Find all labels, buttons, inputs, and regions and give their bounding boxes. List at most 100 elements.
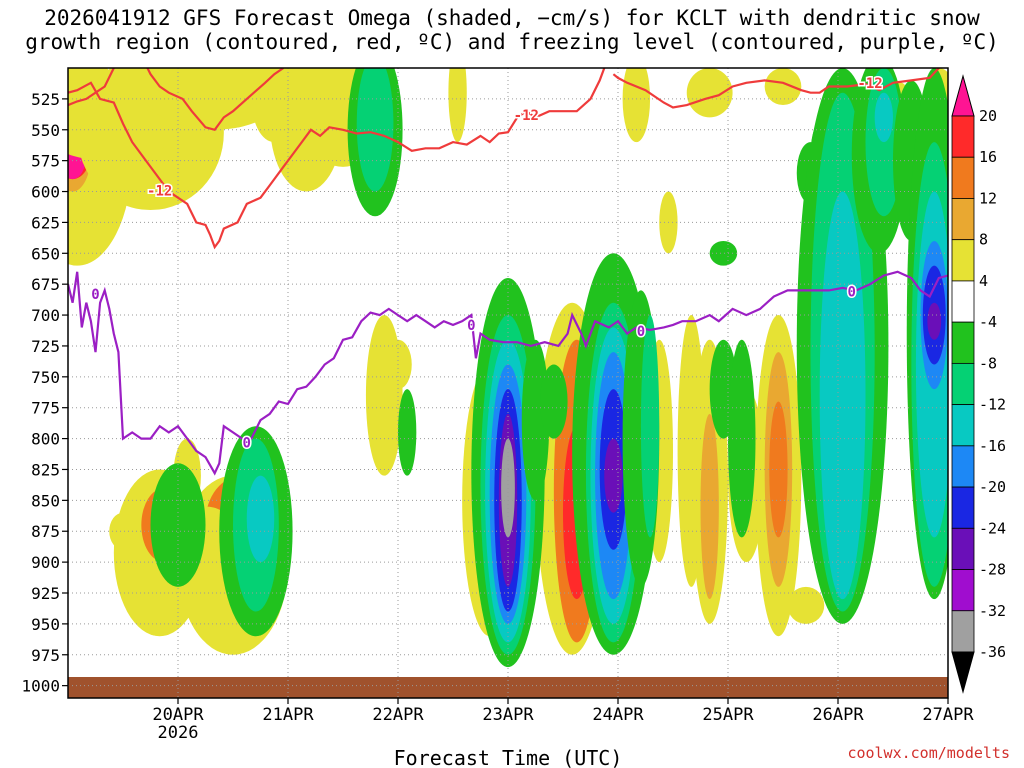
colorbar-bin (951, 569, 975, 612)
contour-label: 0 (243, 435, 251, 451)
omega-shade-cell (398, 389, 417, 476)
y-tick-label: 1000 (21, 677, 60, 696)
chart-title-line-2: growth region (contoured, red, ºC) and f… (25, 30, 999, 54)
colorbar-bin (951, 280, 975, 323)
omega-shade-cell (874, 92, 893, 143)
colorbar-bin (951, 239, 975, 282)
contour-label: 0 (91, 287, 99, 303)
omega-shade-cell (819, 191, 866, 600)
colorbar-bin (951, 404, 975, 447)
omega-shade-cell (246, 475, 275, 563)
y-tick-label: 525 (31, 90, 60, 109)
contour-label: 0 (467, 318, 475, 334)
omega-shade-cell (640, 315, 660, 538)
omega-shade-cell (521, 339, 550, 501)
colorbar-bin (951, 486, 975, 529)
x-tick-label: 20APR (152, 705, 204, 725)
x-tick-label: 23APR (482, 705, 534, 725)
colorbar-bin (951, 198, 975, 241)
colorbar-bottom-arrow (951, 651, 975, 694)
colorbar-label: 4 (979, 272, 988, 290)
omega-shade-cell (356, 68, 394, 192)
y-tick-label: 775 (31, 399, 60, 418)
y-tick-label: 925 (31, 584, 60, 603)
contour-label: 0 (848, 285, 856, 301)
omega-shade-cell (927, 302, 942, 340)
y-tick-label: 625 (31, 213, 60, 232)
contour-line (612, 68, 941, 109)
colorbar-label: 12 (979, 189, 997, 207)
y-tick-label: 675 (31, 275, 60, 294)
y-tick-label: 725 (31, 337, 60, 356)
colorbar-bin (951, 527, 975, 570)
colorbar-label: -8 (979, 354, 997, 372)
chart-title-line-1: 2026041912 GFS Forecast Omega (shaded, −… (44, 6, 980, 30)
omega-shading (68, 68, 948, 668)
contour-label: -12 (857, 76, 882, 92)
omega-shade-cell (709, 240, 738, 266)
contour-label: -12 (147, 183, 172, 199)
y-tick-label: 600 (31, 183, 60, 202)
y-tick-label: 900 (31, 553, 60, 572)
y-tick-label: 700 (31, 306, 60, 325)
y-axis-ticks: 525 550 575 600 625 650 675 700 725 750 775 800 825 8… (21, 90, 68, 696)
grid-lines (68, 68, 949, 698)
colorbar-bin (951, 362, 975, 406)
omega-shade-cell (622, 68, 651, 143)
omega-shade-cell (865, 68, 903, 217)
omega-shade-cell (769, 401, 788, 538)
colorbar-label: 8 (979, 231, 988, 249)
y-tick-label: 550 (31, 121, 60, 140)
colorbar-label: -28 (979, 561, 1006, 579)
omega-shade-cell (68, 105, 174, 161)
colorbar-label: 20 (979, 107, 997, 125)
colorbar-bin (951, 156, 975, 199)
colorbar-label: -24 (979, 519, 1006, 537)
omega-shade-cell (686, 68, 733, 118)
colorbar-label: 16 (979, 148, 997, 166)
y-tick-label: 575 (31, 152, 60, 171)
omega-shade-cell (787, 586, 825, 624)
x-tick-label: 21APR (262, 705, 314, 725)
y-tick-label: 800 (31, 430, 60, 449)
y-tick-label: 825 (31, 460, 60, 479)
omega-shade-cell (109, 512, 137, 550)
x-tick-label: 22APR (372, 705, 424, 725)
colorbar-label: -12 (979, 396, 1006, 414)
contour-label: -12 (514, 108, 539, 124)
contour-line (146, 68, 285, 132)
x-tick-label: 27APR (922, 705, 974, 725)
colorbar-label: -36 (979, 643, 1006, 661)
colorbar-label: -4 (979, 313, 997, 331)
contour-line (68, 270, 948, 476)
colorbar-bin (951, 445, 975, 488)
x-tick-label: 24APR (592, 705, 644, 725)
y-tick-label: 850 (31, 491, 60, 510)
colorbar-top-arrow (951, 74, 975, 117)
omega-shade-cell (700, 413, 719, 600)
omega-shade-cell (540, 364, 568, 439)
colorbar-bin (951, 610, 975, 653)
colorbar-bin (951, 321, 975, 364)
x-tick-year: 2026 (158, 723, 199, 743)
colorbar: 20 16 12 8 4 -4 -8 -12 -16 -20 -24 -28 -32 -36 (951, 74, 1006, 694)
omega-shade-cell (728, 339, 756, 538)
omega-shade-cell (141, 68, 288, 130)
y-tick-label: 875 (31, 522, 60, 541)
y-tick-label: 650 (31, 244, 60, 263)
omega-shade-cell (365, 315, 403, 476)
contour-line (68, 68, 115, 107)
contour-label: 0 (637, 324, 645, 340)
contour-line (68, 68, 606, 250)
omega-shade-cell (150, 463, 206, 587)
y-tick-label: 975 (31, 646, 60, 665)
colorbar-label: -20 (979, 478, 1006, 496)
omega-shade-cell (448, 68, 467, 143)
colorbar-bin (951, 115, 975, 158)
contour-lines: -12 -12 -12 0 0 0 0 0 (68, 68, 948, 476)
colorbar-label: -32 (979, 602, 1006, 620)
credit-link[interactable]: coolwx.com/modelts (847, 744, 1010, 762)
x-axis-label: Forecast Time (UTC) (394, 746, 623, 768)
